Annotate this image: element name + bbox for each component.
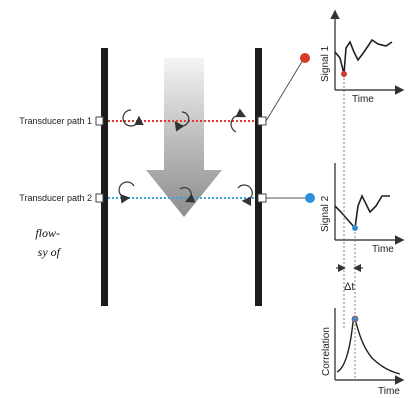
signal-2-trace <box>334 194 390 230</box>
correlation-curve <box>336 317 401 375</box>
delay-label: Δt <box>344 281 354 293</box>
sensor-1-dot <box>300 53 310 63</box>
signal-1-plot: Signal 1 Time <box>320 9 405 105</box>
correlation-peak-marker <box>351 315 359 323</box>
eddy-icon <box>230 108 247 133</box>
correlation-plot: Correlation Time <box>321 308 405 397</box>
signal-2-axis-label: Signal 2 <box>320 195 331 232</box>
pipe-wall-left <box>101 48 108 306</box>
signal-2-plot: Signal 2 Time <box>320 163 405 255</box>
caption-fragment-1: flow- <box>35 226 60 240</box>
delay-indicator: Δt <box>336 264 363 293</box>
transducer-path-2-label: Transducer path 2 <box>19 193 92 203</box>
transducer-path-1-label: Transducer path 1 <box>19 116 92 126</box>
eddy-icon <box>237 184 253 207</box>
eddy-icon <box>118 181 135 204</box>
eddy-icon <box>174 111 190 132</box>
correlation-axis-label: Correlation <box>321 327 332 376</box>
pipe-wall-right <box>255 48 262 306</box>
signal-2-time-label: Time <box>372 244 394 255</box>
transducer-1-left <box>95 116 104 126</box>
flow-arrow-icon <box>146 58 222 217</box>
connector-signal-1 <box>265 59 304 122</box>
eddy-icon <box>122 109 144 127</box>
eddy-icon <box>179 186 196 203</box>
transducer-1-right <box>257 116 267 126</box>
signal-1-time-label: Time <box>352 94 374 105</box>
transducer-2-right <box>257 193 267 203</box>
signal-1-trace <box>334 38 393 75</box>
sensor-2-dot <box>305 193 315 203</box>
caption-fragment-2: sy of <box>37 245 60 259</box>
signal-1-axis-label: Signal 1 <box>320 45 331 82</box>
correlation-time-label: Time <box>378 386 400 397</box>
transducer-2-left <box>95 193 104 203</box>
